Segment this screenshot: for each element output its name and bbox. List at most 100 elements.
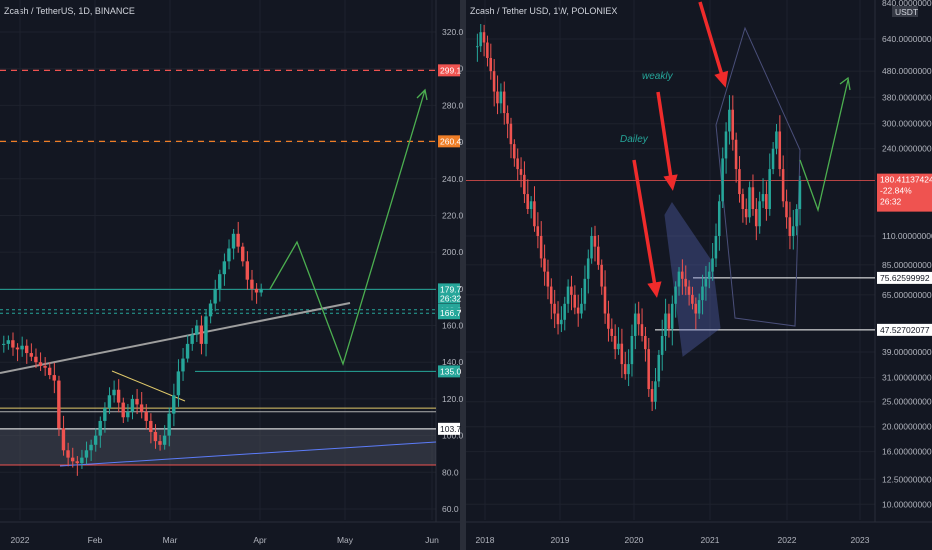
candle-body-right [496,91,499,104]
candle-body-right [583,278,587,304]
candle-body-right [610,328,613,336]
candle-body-right [697,300,701,314]
candle-body-right [499,91,503,104]
candle-body-left [116,389,121,403]
candle-body-right [556,313,560,325]
candle-body-right [667,313,671,329]
candle-body-left [139,404,144,412]
candle-body-left [259,288,263,293]
candle-body-right [744,209,748,218]
candle-body-left [190,334,194,344]
candle-body-right [785,201,788,218]
candle-body-right [795,209,798,227]
candle-body-right [754,209,758,227]
candle-body-left [227,248,231,262]
candle-body-right [596,246,600,265]
x-tick-right: 2022 [778,535,797,545]
candle-body-right [630,335,634,365]
candle-body-right [681,271,684,279]
candle-body-left [93,435,98,445]
price-tag-label-left: 299.1 [440,65,462,75]
y-tick-left: 220.0 [442,210,464,220]
candle-body-left [144,411,148,421]
candle-body-left [107,395,112,409]
candle-body-right [738,169,741,195]
candle-body-right [489,57,493,72]
candle-body-right [623,364,627,375]
candle-body-right [664,313,667,336]
candle-body-right [603,286,607,314]
candle-body-right [701,286,704,301]
candle-body-left [208,303,213,317]
candle-body-right [509,123,513,145]
red-arrow-top-head [714,70,729,88]
candle-body-right [761,194,765,202]
candle-body-left [20,345,24,350]
candle-body-left [199,325,204,344]
candle-body-right [751,187,755,210]
candle-body-right [670,303,674,329]
current-price-tag-line: 26:32 [880,197,902,207]
level-price-tag [877,323,932,336]
y-tick-right: 20.00000000 [882,422,932,432]
candle-body-right [637,313,640,325]
candle-body-left [29,353,33,357]
candle-body-right [717,201,721,236]
candle-body-right [476,46,479,48]
candle-body-left [61,428,66,451]
candle-body-left [149,420,153,432]
price-tag-label-left: 166.7 [440,308,462,318]
candle-body-right [640,324,644,336]
candle-body-left [80,457,84,464]
price-tag-left [438,307,460,320]
panel-divider[interactable] [460,0,466,550]
candle-body-left [245,261,250,280]
candle-body-left [250,279,254,289]
support-zone [0,428,436,465]
candle-body-right [765,194,768,210]
candle-body-left [241,246,245,262]
annotation-daily: Dailey [620,134,649,145]
y-tick-left: 100.0 [442,431,464,441]
grey-trendline [0,302,351,374]
candle-body-right [633,313,637,336]
current-price-tag [877,173,932,212]
candle-body-left [167,413,171,436]
candle-body-right [724,131,728,159]
candle-body-left [153,431,158,442]
red-arrow-daily-shaft [632,159,658,293]
candle-body-right [788,217,792,236]
y-tick-right: 39.00000000 [882,347,932,357]
candle-body-right [734,139,738,170]
candle-body-right [771,148,775,170]
candle-body-left [218,274,222,289]
blue-trendline [59,441,437,467]
candle-body-left [24,345,29,354]
candle-body-right [607,313,610,329]
price-tag-timer-left: 26:32 [440,293,462,303]
candle-body-left [70,457,75,462]
x-tick-right: 2021 [701,535,720,545]
right-chart-panel[interactable]: Zcash / Tether USD, 1W, POLONIEX [466,0,932,550]
candle-body-left [84,450,89,458]
candle-body-left [126,411,130,418]
level-price-tag-label: 75.62599992 [880,273,930,283]
candle-body-right [536,226,540,236]
candle-body-left [254,288,259,293]
currency-label: USDT [895,7,918,17]
pattern-polygon-large [715,26,801,327]
candle-body-left [222,261,227,275]
candle-body-right [479,32,482,47]
candle-body-right [553,303,556,314]
candle-body-right [580,303,583,314]
candle-body-left [43,365,47,368]
candle-body-right [526,194,529,210]
candle-body-right [570,286,573,295]
x-tick-right: 2023 [851,535,870,545]
candle-body-right [704,278,708,287]
candle-body-left [162,435,167,445]
candle-body-right [512,144,516,159]
y-tick-right: 10.00000000 [882,499,932,509]
y-tick-right: 110.00000000 [882,231,932,241]
candle-body-right [748,187,751,218]
